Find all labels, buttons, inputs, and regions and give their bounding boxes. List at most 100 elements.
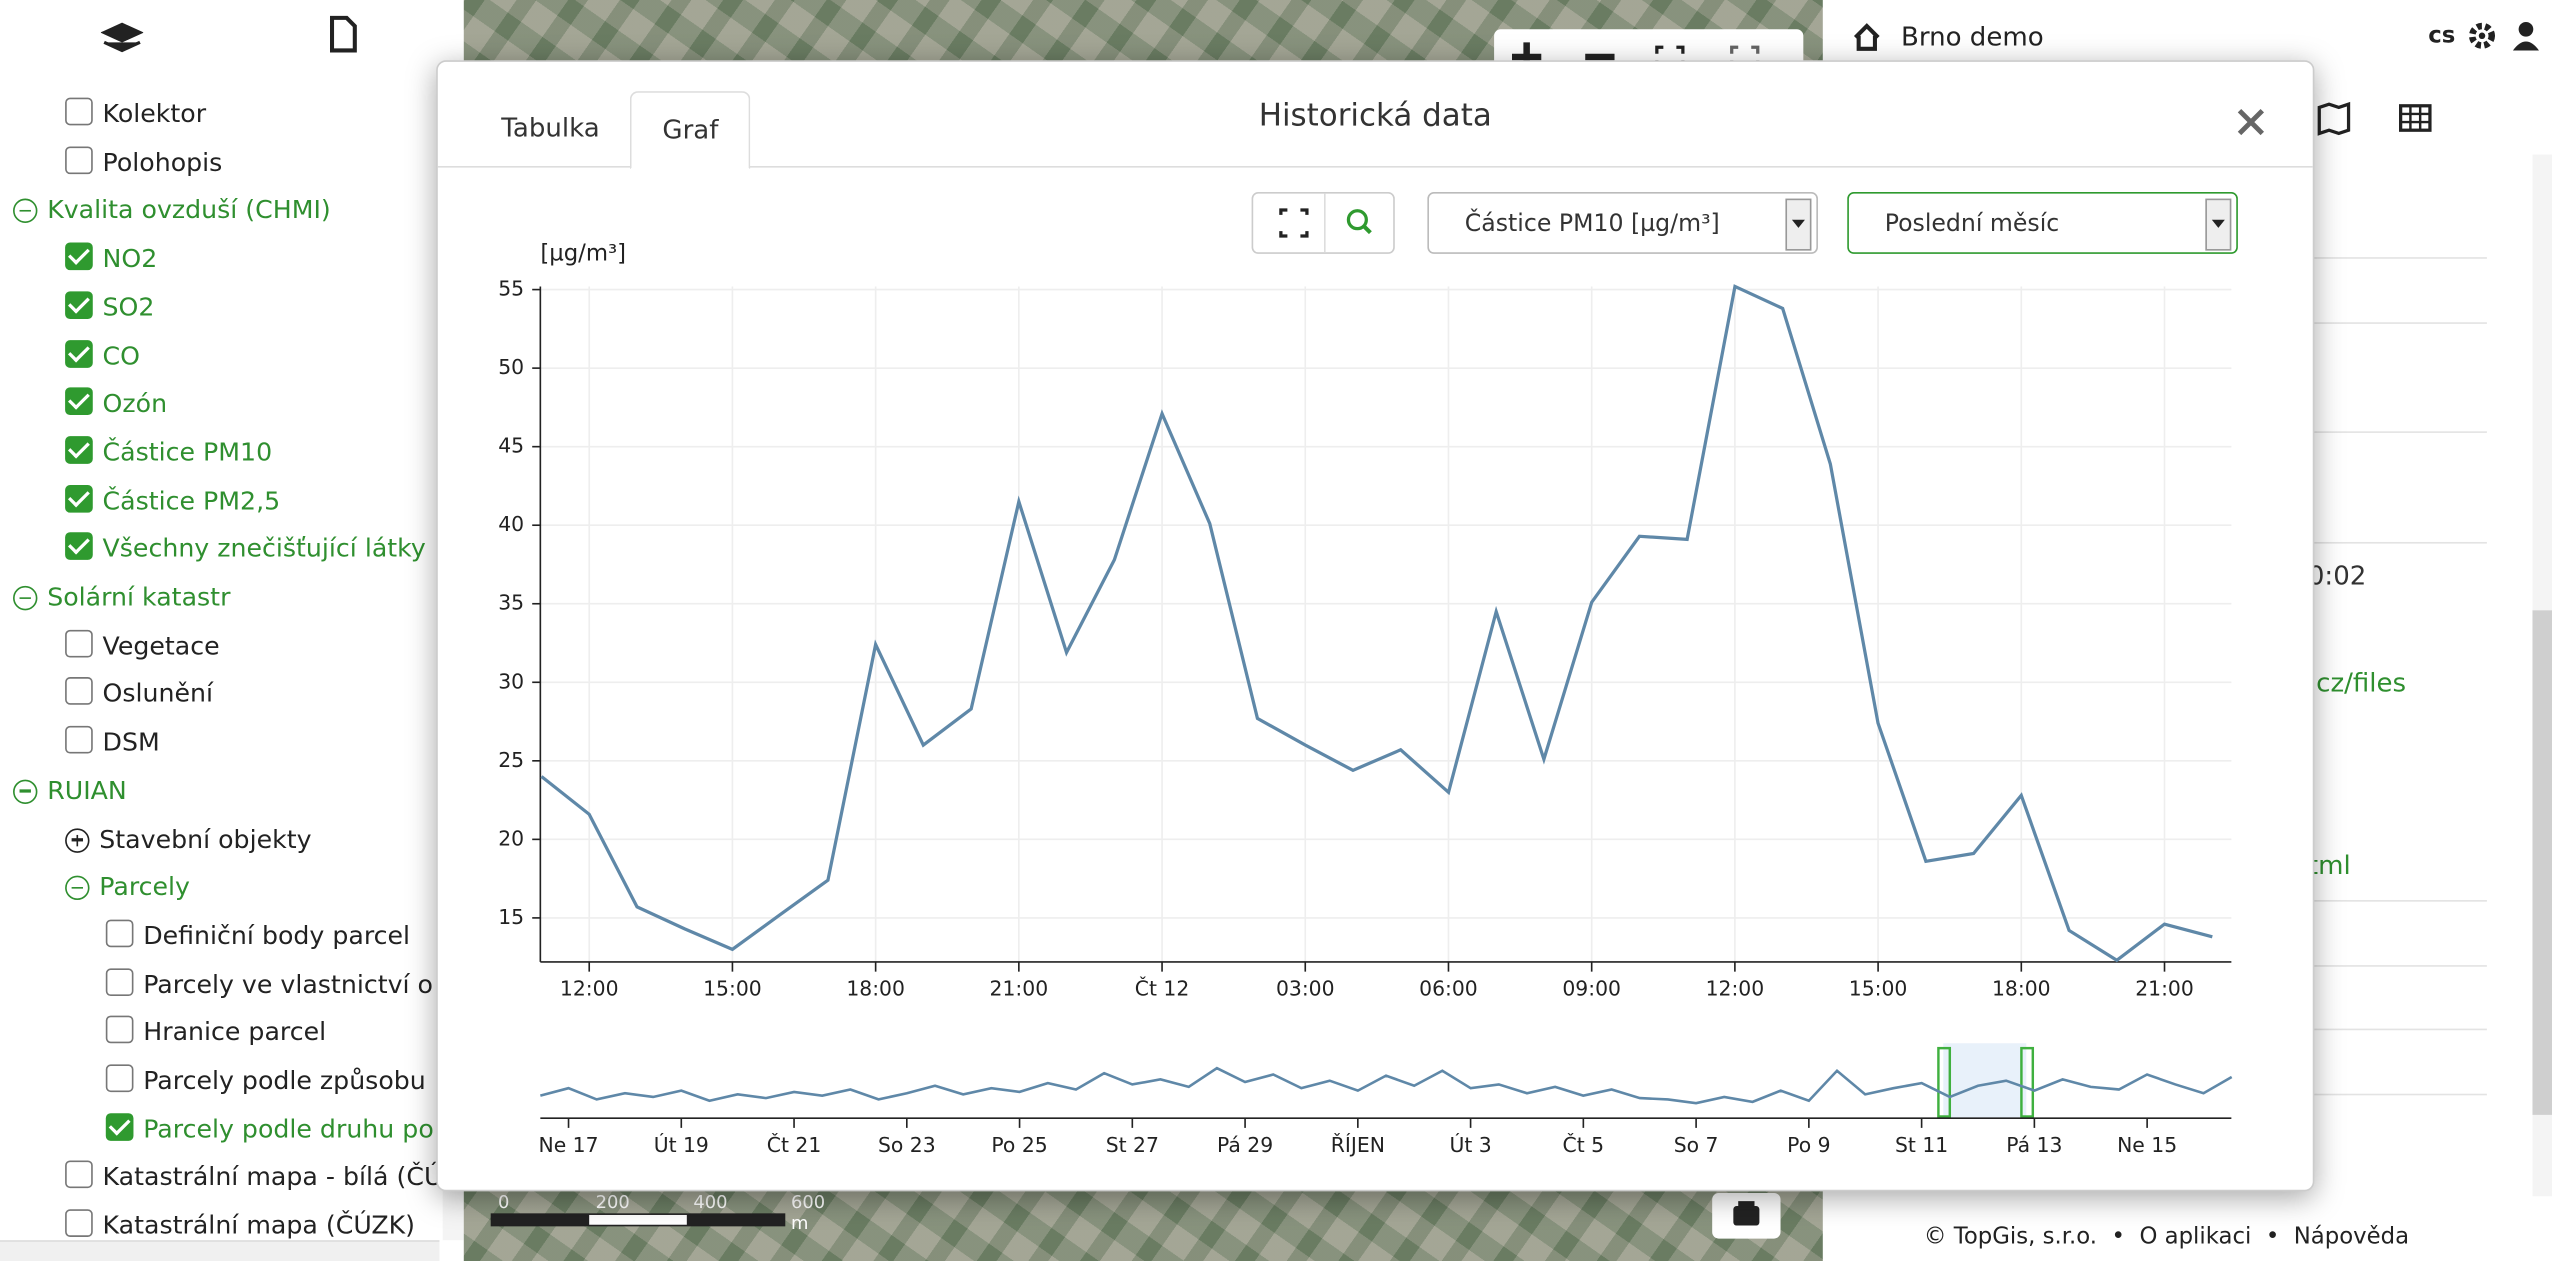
checkbox[interactable] xyxy=(65,1209,93,1237)
layer-row: RUIAN xyxy=(13,768,127,814)
group-toggle[interactable] xyxy=(65,828,89,852)
footer-link[interactable]: Nápověda xyxy=(2294,1224,2409,1250)
y-tick-label: 25 xyxy=(498,748,524,772)
layer-row: SO2 xyxy=(65,284,154,330)
layer-label[interactable]: Hranice parcel xyxy=(143,1018,326,1047)
layer-label[interactable]: Parcely podle druhu po xyxy=(143,1114,434,1143)
layer-row: Stavební objekty xyxy=(65,816,311,862)
layer-label[interactable]: Parcely xyxy=(99,873,190,902)
checkbox[interactable] xyxy=(65,146,93,174)
x-tick-label: 21:00 xyxy=(990,977,1049,1001)
footer-link[interactable]: © TopGis, s.r.o. xyxy=(1924,1224,2097,1250)
x-tick-label: St 27 xyxy=(1106,1133,1159,1157)
layer-label[interactable]: Stavební objekty xyxy=(99,824,311,853)
layer-row: Částice PM2,5 xyxy=(65,478,280,524)
divider xyxy=(2295,257,2487,259)
layer-label[interactable]: Částice PM2,5 xyxy=(103,486,281,515)
x-tick-label: 18:00 xyxy=(846,977,905,1001)
layer-label[interactable]: Kolektor xyxy=(103,99,207,128)
x-tick-label: So 7 xyxy=(1674,1133,1719,1157)
layer-label[interactable]: Polohopis xyxy=(103,148,223,177)
layer-label[interactable]: Katastrální mapa (ČÚZK) xyxy=(103,1211,415,1240)
group-toggle[interactable] xyxy=(13,586,37,610)
checkbox[interactable] xyxy=(106,919,134,947)
layer-label[interactable]: Kvalita ovzduší (CHMI) xyxy=(47,196,331,225)
checkbox[interactable] xyxy=(65,98,93,126)
checkbox[interactable] xyxy=(106,1064,134,1092)
layer-label[interactable]: SO2 xyxy=(103,293,155,322)
group-toggle[interactable] xyxy=(65,876,89,900)
layer-label[interactable]: Parcely podle způsobu xyxy=(143,1066,426,1095)
group-toggle[interactable] xyxy=(13,779,37,803)
layer-label[interactable]: Katastrální mapa - bílá (ČÚ xyxy=(103,1163,443,1192)
checkbox[interactable] xyxy=(65,533,93,561)
checkbox[interactable] xyxy=(106,968,134,996)
layer-row: Solární katastr xyxy=(13,575,230,621)
layer-label[interactable]: Všechny znečišťující látky xyxy=(103,534,426,563)
history-dialog: Tabulka Graf Historická data Částice PM1… xyxy=(436,60,2314,1191)
layer-row: Parcely podle způsobu xyxy=(106,1058,426,1104)
group-toggle[interactable] xyxy=(13,199,37,223)
checkbox[interactable] xyxy=(65,388,93,416)
layer-row: Parcely ve vlastnictví o xyxy=(106,961,433,1007)
checkbox[interactable] xyxy=(65,339,93,367)
x-tick-label: St 11 xyxy=(1895,1133,1948,1157)
layer-row: Parcely podle druhu po xyxy=(106,1106,434,1152)
divider xyxy=(2295,542,2487,544)
layer-label[interactable]: DSM xyxy=(103,728,160,757)
panel-tool-icons[interactable] xyxy=(2316,101,2438,137)
layer-row: Všechny znečišťující látky xyxy=(65,526,426,572)
settings-user-icons[interactable] xyxy=(2467,20,2542,53)
divider xyxy=(2295,965,2487,967)
layer-label[interactable]: CO xyxy=(103,341,140,370)
checkbox[interactable] xyxy=(65,243,93,271)
layer-label[interactable]: Definiční body parcel xyxy=(143,921,410,950)
divider xyxy=(2295,322,2487,324)
checkbox[interactable] xyxy=(106,1113,134,1141)
layer-label[interactable]: Vegetace xyxy=(103,631,220,660)
panel-link[interactable]: .cz/files xyxy=(2308,667,2406,698)
checkbox[interactable] xyxy=(65,436,93,464)
layer-label[interactable]: Oslunění xyxy=(103,679,214,708)
layer-label[interactable]: Parcely ve vlastnictví o xyxy=(143,969,433,998)
home-icon[interactable] xyxy=(1852,23,1881,52)
footer-link[interactable]: O aplikaci xyxy=(2139,1224,2251,1250)
file-icon[interactable] xyxy=(329,15,358,54)
layers-icon[interactable] xyxy=(101,20,143,56)
y-axis-label: [µg/m³] xyxy=(540,240,626,266)
checkbox[interactable] xyxy=(65,678,93,706)
checkbox[interactable] xyxy=(65,291,93,319)
checkbox[interactable] xyxy=(65,629,93,657)
x-tick-label: Čt 5 xyxy=(1563,1132,1605,1157)
layer-row: Katastrální mapa (ČÚZK) xyxy=(65,1203,415,1249)
x-tick-label: Pá 29 xyxy=(1217,1133,1273,1157)
layer-label[interactable]: Ozón xyxy=(103,389,168,418)
layer-label[interactable]: Solární katastr xyxy=(47,583,230,612)
layer-label[interactable]: NO2 xyxy=(103,244,158,273)
body: Kolektor Polohopis Kvalita ovzduší (CHMI) N… xyxy=(0,0,2552,1261)
layer-label[interactable]: Částice PM10 xyxy=(103,438,273,467)
checkbox[interactable] xyxy=(65,726,93,754)
x-tick-label: ŘÍJEN xyxy=(1331,1132,1385,1157)
y-tick-label: 20 xyxy=(498,826,524,850)
x-tick-label: 15:00 xyxy=(703,977,762,1001)
panel-scrollbar[interactable] xyxy=(2532,155,2552,1197)
layer-label[interactable]: RUIAN xyxy=(47,776,127,805)
divider xyxy=(2295,1029,2487,1031)
layer-row: DSM xyxy=(65,720,160,766)
x-tick-label: Út 3 xyxy=(1449,1132,1491,1157)
checkbox[interactable] xyxy=(106,1016,134,1044)
layer-row: Hranice parcel xyxy=(106,1010,326,1056)
layer-row: Částice PM10 xyxy=(65,429,272,475)
checkbox[interactable] xyxy=(65,1161,93,1189)
x-tick-label: Pá 13 xyxy=(2006,1133,2062,1157)
x-tick-label: Po 9 xyxy=(1787,1133,1830,1157)
page: Historická data {"sidebar": {"layers": [… xyxy=(0,0,2552,1261)
navigator-window[interactable] xyxy=(1943,1043,2026,1118)
language[interactable]: cs xyxy=(2428,23,2455,49)
app: Kolektor Polohopis Kvalita ovzduší (CHMI) N… xyxy=(0,0,2552,1261)
print-button[interactable] xyxy=(1712,1193,1780,1239)
x-tick-label: 09:00 xyxy=(1562,977,1621,1001)
checkbox[interactable] xyxy=(65,484,93,512)
layer-row: NO2 xyxy=(65,236,157,282)
